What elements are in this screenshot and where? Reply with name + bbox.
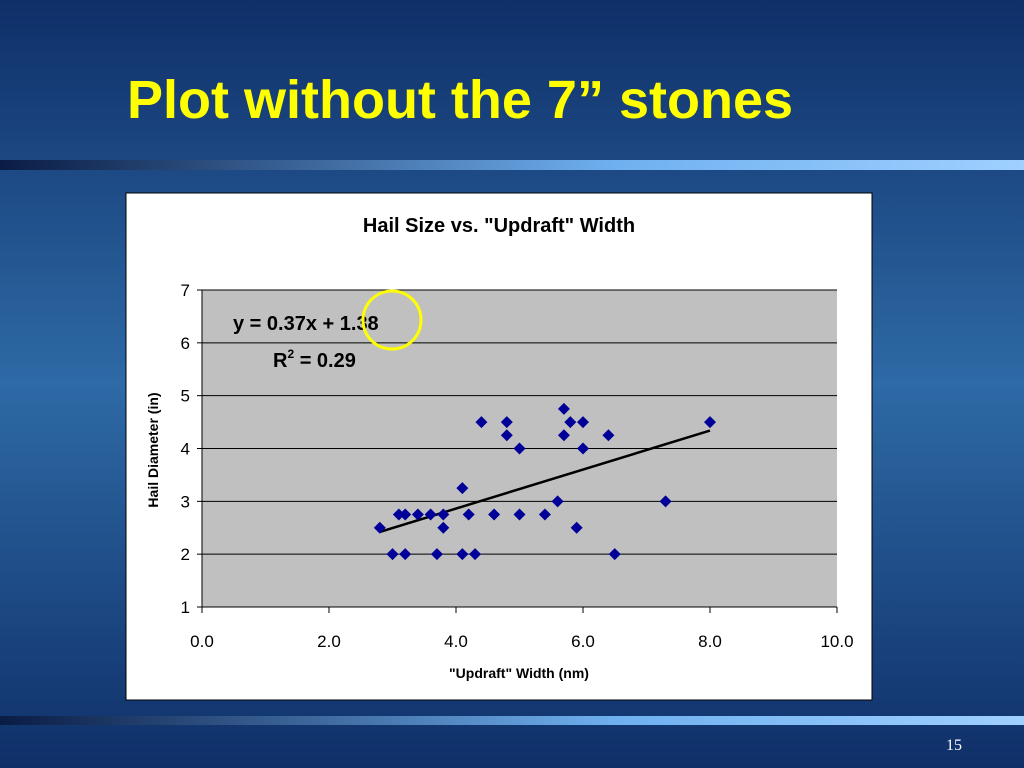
data-point <box>570 521 583 534</box>
y-tick-label: 2 <box>181 545 190 564</box>
x-tick-label: 8.0 <box>698 632 722 651</box>
data-point <box>462 508 475 521</box>
r-squared-sup: 2 <box>287 347 294 361</box>
data-point <box>373 521 386 534</box>
data-point <box>500 429 513 442</box>
y-axis-label: Hail Diameter (in) <box>145 392 161 507</box>
data-point <box>608 548 621 561</box>
data-point <box>513 508 526 521</box>
highlight-circle <box>361 289 423 351</box>
y-tick-label: 6 <box>181 334 190 353</box>
data-point <box>557 402 570 415</box>
data-point <box>411 508 424 521</box>
data-point <box>437 508 450 521</box>
x-tick-label: 4.0 <box>444 632 468 651</box>
data-point <box>557 429 570 442</box>
x-tick-label: 6.0 <box>571 632 595 651</box>
data-point <box>456 482 469 495</box>
data-point <box>538 508 551 521</box>
x-tick-label: 10.0 <box>820 632 853 651</box>
data-point <box>469 548 482 561</box>
chart-title: Hail Size vs. "Updraft" Width <box>363 215 635 237</box>
data-point <box>513 442 526 455</box>
data-point <box>488 508 501 521</box>
data-point <box>399 548 412 561</box>
data-point <box>659 495 672 508</box>
data-point <box>386 548 399 561</box>
data-point <box>430 548 443 561</box>
r-squared-base: R <box>273 350 288 372</box>
data-point <box>392 508 405 521</box>
plot: 1 2 3 4 5 6 7 0.0 2.0 4.0 6.0 8.0 10.0 <box>181 281 854 651</box>
x-tick-label: 2.0 <box>317 632 341 651</box>
r-squared: R2 = 0.29 <box>273 347 356 372</box>
divider <box>0 716 1024 725</box>
equation: y = 0.37x + 1.38 <box>233 313 379 335</box>
data-point <box>577 442 589 455</box>
y-tick-label: 7 <box>181 281 190 300</box>
r-squared-rest: = 0.29 <box>294 350 356 372</box>
data-point <box>564 416 577 429</box>
y-tick-label: 3 <box>181 492 190 511</box>
x-tick-label: 0.0 <box>190 632 214 651</box>
data-point <box>551 495 564 508</box>
y-tick-label: 1 <box>181 598 190 617</box>
page-number: 15 <box>946 737 962 754</box>
data-point <box>704 416 716 429</box>
data-point <box>456 548 469 561</box>
data-point <box>602 429 615 442</box>
y-tick-label: 4 <box>181 440 190 459</box>
data-point <box>437 521 450 534</box>
divider <box>0 160 1024 170</box>
data-point <box>424 508 437 521</box>
data-point <box>500 416 513 429</box>
data-point <box>577 416 589 429</box>
data-point <box>399 508 412 521</box>
slide-title: Plot without the 7” stones <box>127 70 793 130</box>
data-point <box>475 416 488 429</box>
x-axis-label: "Updraft" Width (nm) <box>449 665 589 681</box>
y-tick-label: 5 <box>181 387 190 406</box>
